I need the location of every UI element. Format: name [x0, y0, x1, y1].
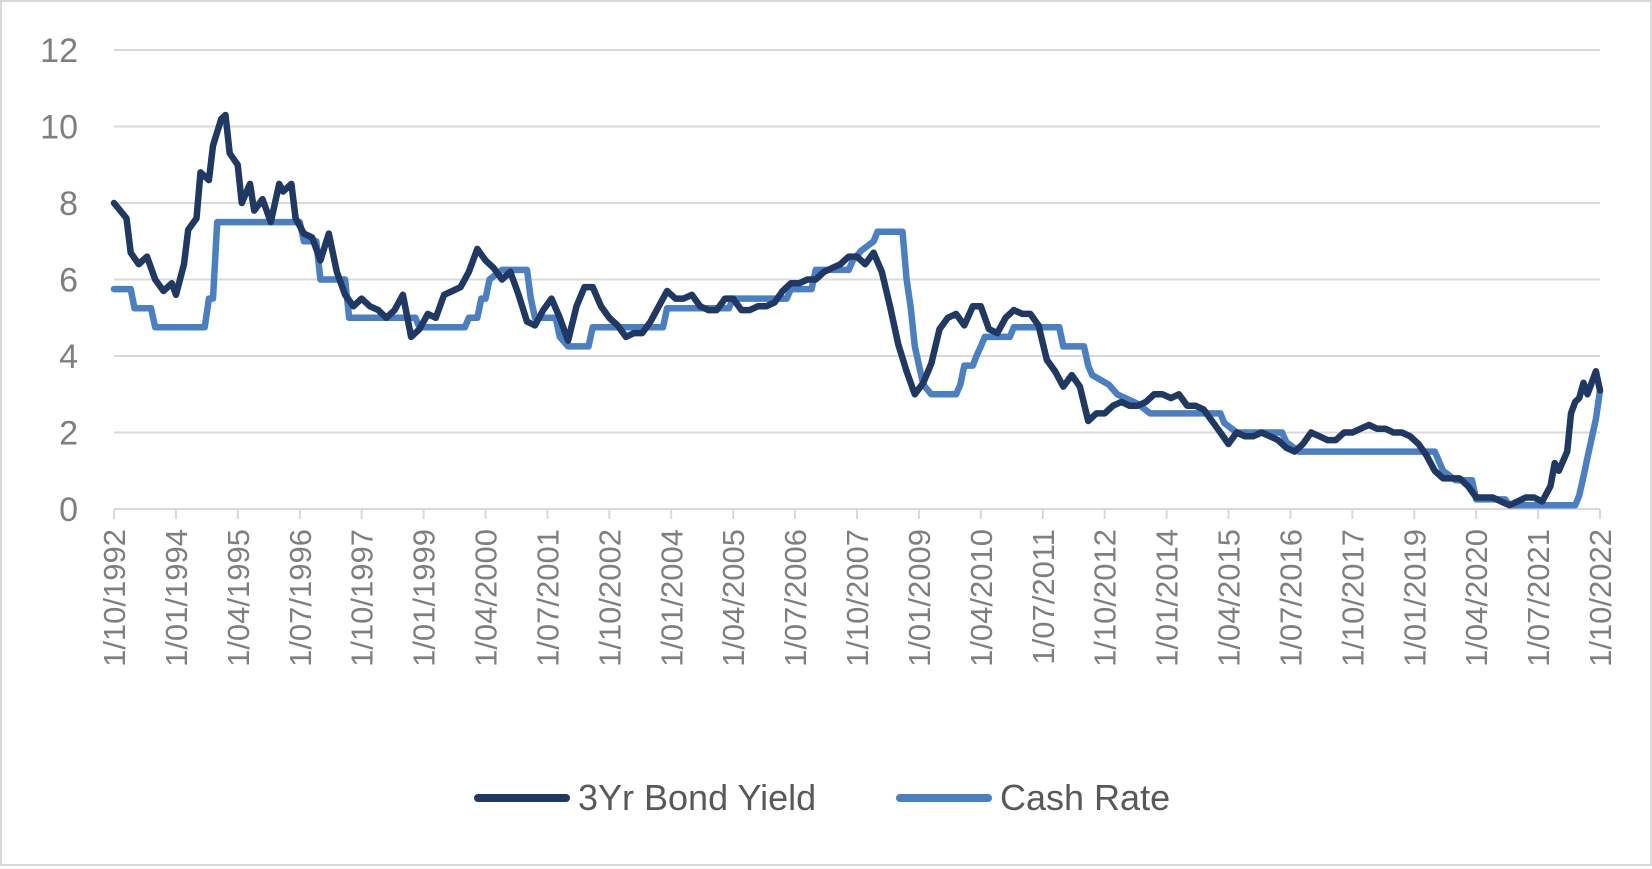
x-tick-label: 1/10/2002 — [592, 529, 627, 667]
x-tick-label: 1/10/1997 — [345, 529, 380, 667]
y-axis-ticks: 0 2 4 6 8 10 12 — [40, 32, 78, 529]
y-tick-label: 12 — [40, 32, 78, 70]
x-tick-label: 1/04/2015 — [1212, 529, 1247, 667]
series-lines — [110, 111, 1604, 509]
gridlines — [114, 49, 1600, 434]
x-tick-label: 1/04/2005 — [716, 529, 751, 667]
y-tick-label: 2 — [59, 415, 78, 453]
y-tick-label: 8 — [59, 185, 78, 223]
x-tick-label: 1/01/1994 — [159, 529, 194, 667]
x-tick-label: 1/07/2001 — [530, 529, 565, 667]
x-tick-label: 1/07/2006 — [778, 529, 813, 667]
x-tick-label: 1/10/2012 — [1088, 529, 1123, 667]
y-tick-label: 4 — [59, 338, 78, 376]
x-tick-label: 1/07/2016 — [1273, 529, 1308, 667]
x-tick-label: 1/01/1999 — [407, 529, 442, 667]
legend-label-bond: 3Yr Bond Yield — [578, 777, 816, 818]
y-tick-label: 0 — [59, 491, 78, 529]
x-tick-label: 1/07/1996 — [283, 529, 318, 667]
x-tick-label: 1/04/2020 — [1459, 529, 1494, 667]
x-tick-label: 1/07/2011 — [1026, 529, 1061, 665]
x-tick-label: 1/04/2010 — [964, 529, 999, 667]
legend-label-cash: Cash Rate — [1000, 777, 1170, 818]
x-tick-label: 1/01/2004 — [654, 529, 689, 667]
x-axis: 1/10/1992 1/01/1994 1/04/1995 1/07/1996 1/10… — [97, 508, 1618, 667]
y-tick-label: 10 — [40, 109, 78, 147]
series-line-3yr-bond-yield — [110, 111, 1604, 509]
x-tick-label: 1/10/2022 — [1583, 529, 1618, 667]
x-tick-label: 1/07/2021 — [1521, 529, 1556, 667]
x-tick-label: 1/10/2007 — [840, 529, 875, 667]
y-tick-label: 6 — [59, 262, 78, 300]
x-tick-label: 1/01/2009 — [902, 529, 937, 667]
legend: 3Yr Bond Yield Cash Rate — [474, 777, 1170, 818]
x-tick-label: 1/10/1992 — [97, 529, 132, 667]
x-tick-label: 1/04/2000 — [469, 529, 504, 667]
x-tick-label: 1/01/2014 — [1150, 529, 1185, 667]
x-tick-label: 1/10/2017 — [1335, 529, 1370, 667]
x-tick-label: 1/01/2019 — [1397, 529, 1432, 667]
x-tick-label: 1/04/1995 — [221, 529, 256, 667]
